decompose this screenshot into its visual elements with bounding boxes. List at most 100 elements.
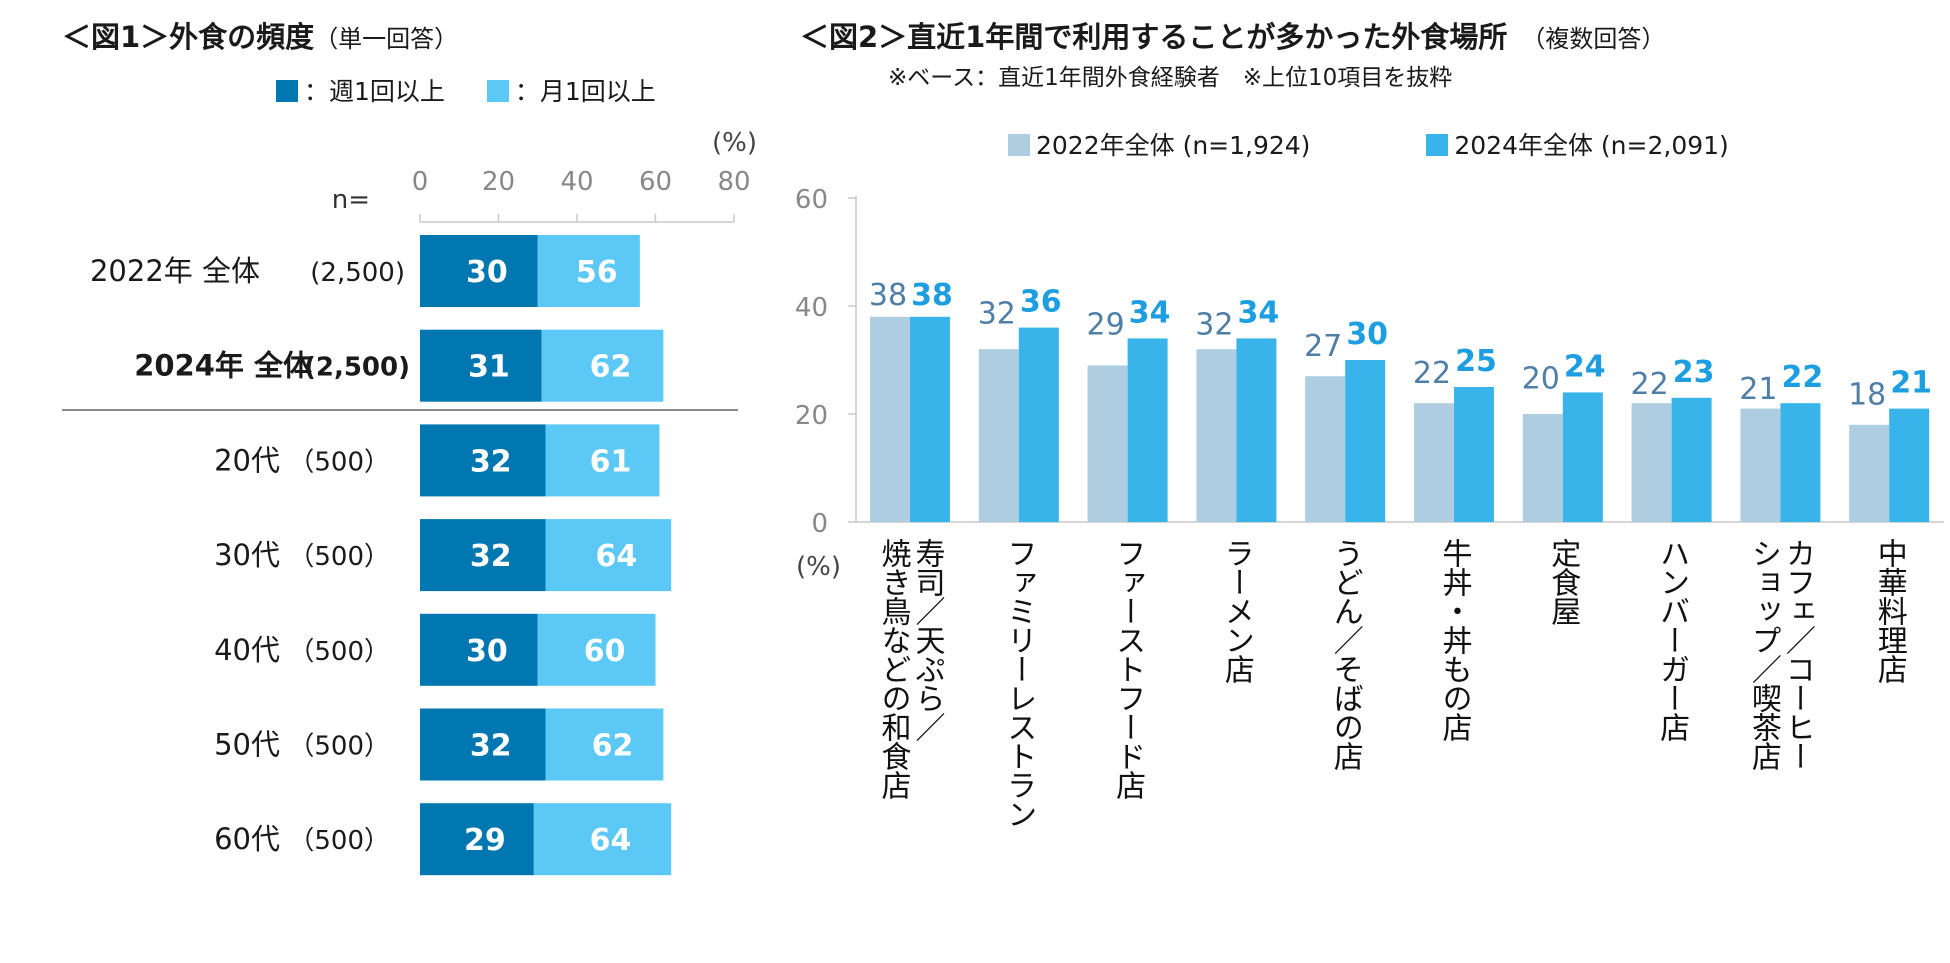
fig1-n-label: n= <box>332 185 370 215</box>
fig2-value-2022: 38 <box>869 278 907 313</box>
fig1-bar-weekly <box>420 519 546 592</box>
fig2-bar-2024 <box>1127 338 1168 522</box>
fig1-bar-monthly <box>537 235 640 307</box>
fig1-bar-weekly <box>420 329 542 402</box>
fig1-bar-monthly <box>545 708 664 781</box>
fig2-value-2022: 20 <box>1522 361 1560 396</box>
fig1-value-monthly: 56 <box>576 255 618 290</box>
fig1-bar-monthly <box>537 613 656 686</box>
fig2-bar-2022 <box>870 316 910 522</box>
fig1-x-tick-label: 0 <box>412 167 429 197</box>
fig1-row-n: （500） <box>288 826 390 856</box>
fig1-bar-weekly <box>420 708 546 781</box>
legend-label-2024: 2024年全体 (n=2,091) <box>1454 131 1729 160</box>
fig1-bar-monthly <box>541 329 664 402</box>
fig2-title: ＜図2＞直近1年間で利用することが多かった外食場所 （複数回答） <box>800 20 1666 54</box>
legend-swatch-monthly <box>486 80 509 102</box>
legend-swatch-weekly <box>276 80 298 102</box>
fig2-bar-2024 <box>1345 360 1386 522</box>
fig2-value-2022: 22 <box>1631 367 1669 402</box>
fig2-value-2024: 22 <box>1782 360 1824 395</box>
fig2-value-2022: 22 <box>1413 356 1451 391</box>
fig2-bar-2024 <box>1889 408 1930 522</box>
fig1-value-weekly: 30 <box>466 255 508 290</box>
fig1-x-tick-label: 40 <box>560 167 593 197</box>
fig1-title: ＜図1＞外食の頻度（単一回答） <box>62 20 459 54</box>
legend-swatch-2022 <box>1008 134 1030 156</box>
fig2-value-2024: 38 <box>911 278 953 313</box>
fig2-category-label: 焼き鳥などの和食店 <box>876 538 912 800</box>
fig2-value-2024: 25 <box>1455 344 1497 379</box>
fig2-value-2024: 21 <box>1890 366 1932 401</box>
fig1-row-n: (2,500) <box>304 353 410 383</box>
fig2-value-2022: 32 <box>1195 307 1233 342</box>
fig2-category-label: 定食屋 <box>1545 538 1580 626</box>
fig1-x-tick-label: 80 <box>717 167 750 197</box>
fig1-value-weekly: 32 <box>470 729 512 764</box>
fig2-category-label: 中華料理店 <box>1872 538 1908 684</box>
fig1-bar-weekly <box>420 424 546 497</box>
fig2-value-2024: 24 <box>1564 349 1606 384</box>
fig2-value-2024: 23 <box>1673 355 1715 390</box>
fig2-category-label: ファミリーレストラン <box>1001 538 1036 828</box>
fig2-category-label: 寿司／天ぷら／ <box>910 538 946 741</box>
fig2-y-tick-label: 20 <box>795 401 828 431</box>
fig1-x-tick-label: 60 <box>639 167 672 197</box>
legend-label-weekly: ：週1回以上 <box>304 77 445 106</box>
fig2-bar-2022 <box>1522 414 1563 522</box>
legend-label-monthly: ：月1回以上 <box>514 77 656 106</box>
fig2-title-note: （複数回答） <box>1521 25 1666 53</box>
fig1-value-monthly: 60 <box>584 634 626 669</box>
fig2-y-tick-label: 0 <box>811 509 828 539</box>
fig2-subtitle: ※ベース：直近1年間外食経験者 ※上位10項目を抜粋 <box>888 65 1453 91</box>
fig1-row-label: 2022年 全体 <box>90 254 260 288</box>
fig2-category-label: 牛丼・丼もの店 <box>1437 538 1473 742</box>
fig2-y-tick-label: 40 <box>795 293 828 323</box>
fig2-bar-2022 <box>1849 424 1890 522</box>
fig1-row-label: 2024年 全体 <box>134 349 313 383</box>
fig1-row-label: 20代 <box>214 443 280 477</box>
fig2-bar-2022 <box>1414 403 1454 522</box>
fig1-value-monthly: 64 <box>596 539 638 574</box>
fig1-row-label: 30代 <box>214 538 280 572</box>
fig2-value-2024: 36 <box>1020 285 1062 320</box>
fig2-value-2022: 18 <box>1848 378 1886 413</box>
fig1-value-weekly: 30 <box>466 634 508 669</box>
fig2-category-label: カフェ／コーヒー <box>1780 538 1815 770</box>
fig2-bar-2022 <box>978 349 1019 522</box>
fig1-row-n: （500） <box>288 542 390 572</box>
fig1-bar-weekly <box>420 613 538 686</box>
fig1-x-tick-label: 20 <box>482 167 515 197</box>
fig2-value-2022: 29 <box>1087 307 1125 342</box>
fig1-value-monthly: 64 <box>590 823 632 858</box>
fig1-legend: ：週1回以上 ：月1回以上 <box>276 72 656 108</box>
fig1-row-label: 60代 <box>214 822 280 856</box>
fig1-bar-weekly <box>420 235 538 307</box>
fig2-bar-2022 <box>1631 403 1672 522</box>
fig2-category-label: ファーストフード店 <box>1110 538 1146 800</box>
fig2-value-2024: 34 <box>1238 295 1280 330</box>
fig2-legend: 2022年全体 (n=1,924) 2024年全体 (n=2,091) <box>1008 126 1729 162</box>
fig2-bar-2024 <box>1562 392 1603 522</box>
fig2-bar-2022 <box>1196 349 1237 522</box>
fig1-bar-monthly <box>545 424 660 497</box>
fig1-value-monthly: 62 <box>590 350 632 385</box>
fig2-bar-2022 <box>1305 376 1346 522</box>
fig2-value-2024: 34 <box>1129 295 1171 330</box>
fig1-row-label: 50代 <box>214 728 280 762</box>
fig1-value-weekly: 32 <box>470 444 512 479</box>
legend-swatch-2024 <box>1426 134 1449 156</box>
fig1-value-monthly: 61 <box>590 444 632 479</box>
fig1-value-weekly: 32 <box>470 539 512 574</box>
fig2-value-2022: 21 <box>1739 372 1777 407</box>
fig2-category-label: ハンバーガー店 <box>1654 538 1690 742</box>
fig1-value-monthly: 62 <box>592 729 634 764</box>
fig2-category-label: うどん／そばの店 <box>1328 538 1364 771</box>
fig1-bar-monthly <box>545 519 672 592</box>
fig1-bar-weekly <box>420 803 534 876</box>
fig2-value-2022: 27 <box>1304 329 1342 364</box>
fig1-value-weekly: 31 <box>468 350 510 385</box>
fig1-unit-label: (%) <box>712 128 757 158</box>
